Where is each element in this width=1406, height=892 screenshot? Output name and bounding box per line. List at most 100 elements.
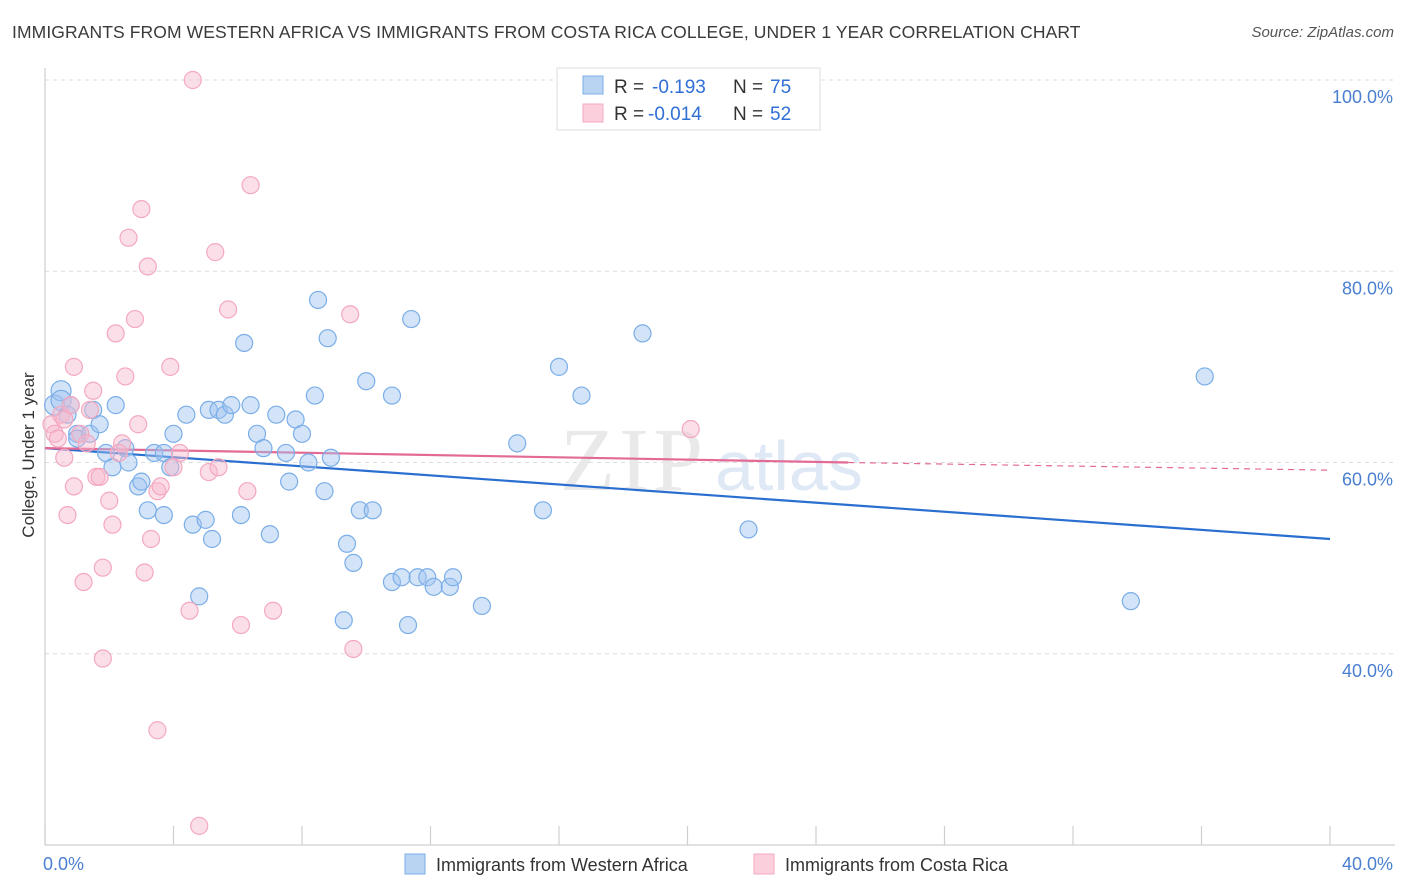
western-africa-point-9: [90, 415, 109, 434]
data-points: [42, 70, 1214, 835]
costa-rica-point-45: [344, 639, 363, 659]
western-africa-point-53: [357, 372, 376, 391]
costa-rica-point-16: [100, 491, 119, 510]
watermark-atlas: atlas: [715, 427, 863, 505]
western-africa-point-28: [202, 529, 222, 549]
series-legend-label-2: Immigrants from Costa Rica: [785, 855, 1009, 875]
costa-rica-point-43: [263, 601, 283, 620]
costa-rica-point-30: [148, 721, 167, 740]
western-africa-point-47: [318, 329, 337, 348]
costa-rica-point-24: [132, 199, 151, 219]
western-africa-point-36: [254, 439, 273, 458]
costa-rica-point-42: [241, 176, 260, 195]
costa-rica-point-50: [164, 458, 183, 477]
western-africa-point-64: [443, 568, 463, 587]
western-africa-point-37: [260, 525, 279, 544]
western-africa-trend-line: [44, 447, 1331, 541]
western-africa-point-54: [363, 501, 382, 520]
tick-labels: 100.0% 80.0% 60.0% 40.0% 0.0% 40.0%: [43, 87, 1393, 874]
axes: [44, 68, 1395, 846]
costa-rica-point-6: [64, 357, 84, 376]
western-africa-point-58: [398, 615, 418, 635]
costa-rica-trend-extension: [848, 461, 1331, 471]
western-africa-point-43: [299, 453, 318, 472]
western-africa-point-48: [321, 448, 341, 467]
western-africa-point-45: [308, 290, 328, 310]
costa-rica-point-36: [199, 462, 218, 482]
legend-n-value-2: 52: [770, 104, 791, 125]
western-africa-point-7: [80, 424, 100, 443]
legend-n-label-1: N =: [733, 77, 763, 98]
western-africa-point-17: [138, 501, 157, 520]
costa-rica-point-8: [71, 424, 90, 443]
western-africa-point-70: [633, 324, 652, 343]
series-legend-label-1: Immigrants from Western Africa: [436, 855, 689, 875]
costa-rica-point-49: [109, 443, 128, 463]
costa-rica-point-37: [206, 243, 225, 262]
western-africa-point-51: [344, 553, 363, 573]
y-axis-title: College, Under 1 year: [19, 372, 38, 538]
costa-rica-point-17: [103, 515, 122, 534]
western-africa-point-65: [472, 596, 491, 616]
legend-swatch-blue: [582, 75, 604, 95]
costa-rica-point-15: [93, 649, 112, 668]
y-tick-label-1: 80.0%: [1342, 278, 1393, 298]
western-africa-point-14: [119, 453, 138, 472]
western-africa-point-63: [440, 577, 459, 596]
western-africa-point-44: [305, 386, 324, 405]
series-legend-swatch-blue: [404, 853, 426, 875]
western-africa-point-20: [154, 505, 173, 525]
costa-rica-point-18: [106, 324, 125, 343]
western-africa-point-16: [132, 472, 151, 491]
western-africa-point-18: [145, 443, 164, 463]
chart-title: IMMIGRANTS FROM WESTERN AFRICA VS IMMIGR…: [12, 22, 1081, 42]
western-africa-point-68: [549, 357, 569, 376]
trend-lines: [44, 447, 1331, 541]
western-africa-point-22: [164, 424, 183, 443]
western-africa-point-42: [292, 424, 312, 443]
costa-rica-point-34: [183, 70, 202, 90]
western-africa-point-32: [231, 505, 251, 525]
y-tick-label-2: 60.0%: [1342, 470, 1393, 490]
costa-rica-point-20: [116, 367, 135, 386]
costa-rica-point-22: [125, 309, 145, 329]
western-africa-point-62: [424, 577, 443, 596]
costa-rica-point-27: [141, 529, 161, 549]
costa-rica-point-40: [231, 615, 251, 635]
western-africa-point-67: [533, 501, 553, 520]
western-africa-point-31: [222, 396, 241, 415]
costa-rica-point-4: [55, 448, 74, 467]
x-tick-label-1: 40.0%: [1342, 854, 1393, 874]
costa-rica-trend-line: [44, 447, 849, 464]
costa-rica-point-38: [209, 458, 228, 477]
western-africa-point-25: [190, 587, 209, 606]
costa-rica-point-39: [219, 300, 238, 319]
costa-rica-point-23: [129, 415, 148, 434]
western-africa-point-30: [215, 405, 234, 424]
stats-legend: R = -0.193 N = 75 R = -0.014 N = 52: [556, 67, 821, 131]
legend-n-label-2: N =: [733, 104, 763, 125]
western-africa-point-56: [382, 386, 402, 405]
western-africa-point-66: [508, 434, 527, 453]
western-africa-point-50: [337, 534, 357, 553]
western-africa-point-71: [739, 520, 758, 539]
western-africa-point-69: [572, 386, 591, 405]
costa-rica-point-13: [90, 467, 109, 486]
costa-rica-point-35: [190, 816, 209, 835]
y-tick-label-3: 40.0%: [1342, 661, 1393, 681]
costa-rica-point-29: [151, 477, 170, 496]
western-africa-point-23: [177, 405, 196, 424]
source-label: Source: ZipAtlas.com: [1251, 24, 1394, 41]
western-africa-point-33: [235, 333, 254, 353]
costa-rica-point-11: [84, 381, 103, 400]
costa-rica-point-31: [161, 357, 180, 376]
western-africa-point-59: [402, 309, 421, 329]
legend-r-value-1: -0.193: [652, 77, 706, 98]
western-africa-point-60: [408, 568, 427, 587]
western-africa-point-57: [392, 568, 411, 587]
costa-rica-point-14: [93, 558, 112, 577]
y-tick-label-0: 100.0%: [1332, 87, 1393, 107]
legend-swatch-pink: [582, 103, 604, 123]
western-africa-point-72: [1121, 592, 1140, 611]
